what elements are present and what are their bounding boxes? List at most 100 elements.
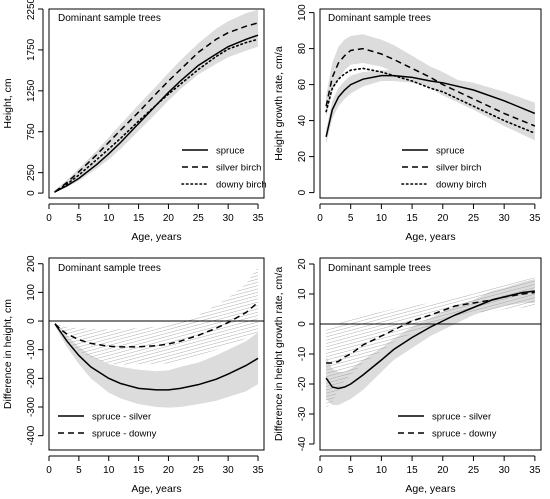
x-tick-label: 10 (103, 213, 115, 224)
y-tick-label: 0 (26, 318, 37, 324)
chart-panel-2: 0 5 10 15 20 25 30 35 0 20 40 60 80 100 Age, years Heig… (273, 4, 542, 243)
x-axis-title: Age, years (131, 231, 181, 243)
x-tick-label: 30 (223, 213, 235, 224)
x-axis-title: Age, years (131, 483, 181, 495)
y-tick-label: 0 (297, 189, 308, 195)
y-tick-label: 40 (297, 115, 308, 127)
panel-title: Dominant sample trees (328, 263, 431, 274)
y-tick-label: -10 (297, 346, 308, 361)
plot-frame (48, 8, 265, 199)
y-tick-label: 250 (26, 164, 37, 181)
x-tick-label: 15 (407, 465, 419, 476)
y-tick-label: 1250 (26, 79, 37, 102)
x-tick-label: 5 (76, 465, 82, 476)
series-line-3 (54, 38, 259, 193)
y-tick-label: -300 (26, 397, 37, 417)
confidence-band-1 (54, 322, 259, 408)
confidence-band-1 (326, 70, 535, 144)
x-tick-label: 30 (499, 465, 511, 476)
x-tick-label: 15 (133, 465, 145, 476)
x-tick-label: 25 (193, 465, 205, 476)
y-tick-label: 100 (26, 284, 37, 301)
series-line-1 (54, 34, 259, 193)
legend-label-2: spruce - downy (432, 429, 497, 440)
x-tick-label: 0 (317, 213, 323, 224)
y-tick-label: -100 (26, 339, 37, 359)
x-tick-label: 0 (317, 465, 323, 476)
confidence-band-2 (54, 266, 259, 365)
x-tick-label: 20 (437, 465, 449, 476)
x-tick-label: 5 (348, 213, 354, 224)
x-tick-label: 35 (529, 465, 541, 476)
x-tick-label: 20 (163, 465, 175, 476)
x-tick-label: 35 (252, 213, 264, 224)
x-tick-label: 25 (193, 213, 205, 224)
x-tick-label: 10 (376, 213, 388, 224)
legend-label-2: spruce - downy (92, 429, 157, 440)
x-tick-label: 0 (46, 465, 52, 476)
y-tick-label: 10 (297, 288, 308, 300)
chart-panel-1: 0 5 10 15 20 25 30 35 0 250 750 1250 1750 2250 Age, ye… (2, 0, 267, 243)
x-tick-label: 35 (529, 213, 541, 224)
x-tick-label: 10 (376, 465, 388, 476)
plot-frame (319, 8, 542, 199)
y-tick-label: 200 (26, 255, 37, 272)
y-axis-title: Height, cm (2, 78, 14, 128)
series-line-2 (54, 22, 259, 193)
x-tick-label: 25 (468, 213, 480, 224)
y-tick-label: 0 (26, 190, 37, 196)
y-tick-label: 20 (297, 151, 308, 163)
legend-label-1: spruce (436, 146, 465, 157)
x-tick-label: 20 (163, 213, 175, 224)
legend-label-3: downy birch (216, 180, 267, 191)
plot-frame (319, 257, 542, 451)
legend-label-2: silver birch (436, 163, 481, 174)
y-tick-label: -30 (297, 406, 308, 421)
y-axis-title: Difference in height, cm (2, 299, 14, 409)
confidence-band-2 (326, 34, 535, 141)
x-tick-label: 0 (46, 213, 52, 224)
x-tick-label: 30 (499, 213, 511, 224)
y-tick-label: -20 (297, 376, 308, 391)
x-tick-label: 5 (76, 213, 82, 224)
chart-panel-3: 0 5 10 15 20 25 30 35 -400 -300 -200 -100 0 100 200 Age… (2, 255, 265, 495)
y-tick-label: -40 (297, 436, 308, 451)
chart-panel-4: 0 5 10 15 20 25 30 35 -40 -30 -20 -10 0 10 20 Age, year… (273, 257, 542, 495)
x-axis-title: Age, years (405, 231, 455, 243)
x-tick-label: 30 (223, 465, 235, 476)
series-line-2 (326, 291, 535, 364)
legend-label-1: spruce - silver (432, 412, 491, 423)
x-tick-label: 15 (407, 213, 419, 224)
y-tick-label: -400 (26, 425, 37, 445)
y-axis-title: Difference in height growth rate, cm/a (273, 267, 285, 441)
x-tick-label: 20 (437, 213, 449, 224)
series-line-2 (325, 47, 536, 127)
y-tick-label: 60 (297, 79, 308, 91)
y-tick-label: 20 (297, 258, 308, 270)
y-tick-label: 0 (297, 321, 308, 327)
confidence-band-2 (326, 277, 535, 408)
y-tick-label: -200 (26, 368, 37, 388)
series-line-3 (325, 67, 536, 134)
legend-label-1: spruce (216, 146, 245, 157)
confidence-band-1 (54, 23, 259, 193)
y-tick-label: 80 (297, 43, 308, 55)
confidence-band-2 (54, 9, 259, 193)
legend-label-2: silver birch (216, 163, 261, 174)
y-tick-label: 2250 (26, 0, 37, 20)
series-line-1 (325, 74, 536, 137)
legend-label-3: downy birch (436, 180, 487, 191)
x-tick-label: 15 (133, 213, 145, 224)
x-tick-label: 25 (468, 465, 480, 476)
y-tick-label: 100 (297, 4, 308, 21)
y-axis-title: Height growth rate, cm/a (273, 46, 285, 161)
series-line-1 (54, 323, 259, 391)
panel-title: Dominant sample trees (328, 13, 431, 24)
y-tick-label: 750 (26, 123, 37, 140)
series-line-2 (54, 301, 259, 348)
x-tick-label: 10 (103, 465, 115, 476)
panel-title: Dominant sample trees (58, 263, 161, 274)
plot-frame (48, 257, 265, 451)
y-tick-label: 1750 (26, 38, 37, 61)
